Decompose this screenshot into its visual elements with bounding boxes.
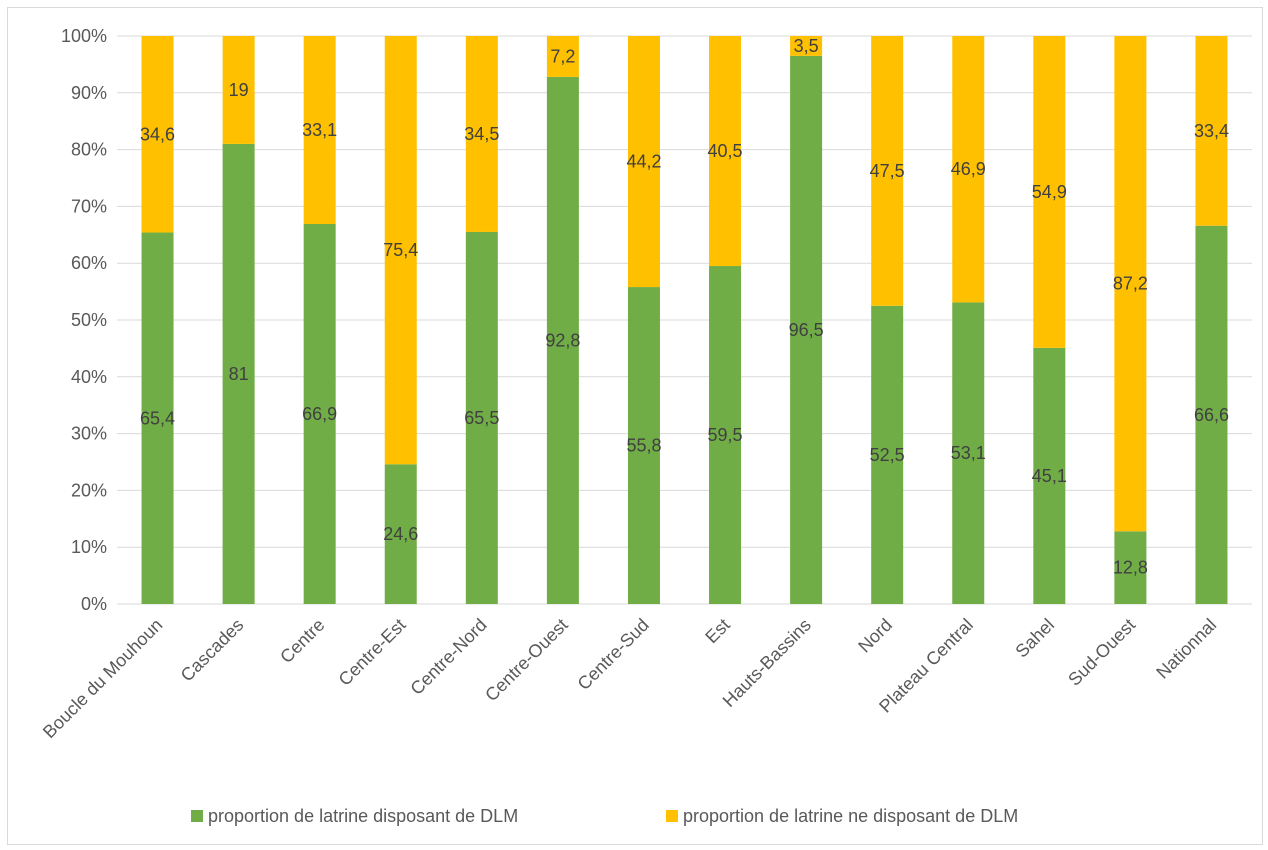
y-tick-label: 80%	[71, 140, 107, 160]
bar-segment	[952, 36, 985, 303]
legend-swatch	[191, 810, 203, 822]
bar-segment	[709, 266, 742, 604]
data-label: 52,5	[870, 445, 905, 465]
bar-segment	[546, 76, 579, 605]
bar-segment	[384, 36, 417, 465]
bar-segment	[952, 302, 985, 604]
bar-segment	[303, 224, 336, 604]
data-label: 96,5	[789, 320, 824, 340]
bar-segment	[303, 36, 336, 225]
x-tick-label: Centre-Est	[335, 615, 410, 690]
data-label: 65,5	[464, 408, 499, 428]
data-label: 19	[229, 80, 249, 100]
y-tick-label: 70%	[71, 196, 107, 216]
bar-segment	[1114, 36, 1147, 532]
data-label: 66,6	[1194, 405, 1229, 425]
bar-segment	[222, 143, 255, 605]
x-tick-label: Centre-Nord	[406, 615, 490, 699]
bar-segment	[627, 36, 660, 288]
x-tick-label: Nord	[854, 615, 896, 657]
bar-segment	[1195, 36, 1228, 226]
x-tick-label: Centre-Sud	[574, 615, 653, 694]
data-label: 12,8	[1113, 558, 1148, 578]
x-tick-label: Est	[701, 615, 734, 648]
bar-segment	[141, 36, 174, 233]
x-tick-label: Sud-Ouest	[1064, 615, 1139, 690]
y-tick-label: 40%	[71, 367, 107, 387]
y-tick-label: 60%	[71, 253, 107, 273]
y-tick-label: 100%	[61, 26, 107, 46]
data-label: 81	[229, 364, 249, 384]
bar-segment	[709, 36, 742, 267]
x-tick-label: Boucle du Mouhoun	[39, 615, 166, 742]
y-tick-label: 50%	[71, 310, 107, 330]
bar-segment	[790, 36, 823, 56]
legend-swatch	[666, 810, 678, 822]
data-label: 7,2	[550, 46, 575, 66]
data-label: 45,1	[1032, 466, 1067, 486]
data-label: 54,9	[1032, 182, 1067, 202]
x-tick-label: Sahel	[1011, 615, 1058, 662]
x-tick-label: Centre-Ouest	[481, 615, 572, 706]
legend-label: proportion de latrine ne disposant de DL…	[683, 806, 1018, 826]
data-label: 53,1	[951, 443, 986, 463]
y-tick-label: 30%	[71, 424, 107, 444]
bar-segment	[141, 232, 174, 604]
data-label: 55,8	[626, 436, 661, 456]
bar-segment	[465, 231, 498, 604]
y-tick-label: 90%	[71, 83, 107, 103]
bar-segment	[871, 36, 904, 306]
y-tick-label: 0%	[81, 594, 107, 614]
bar-segment	[790, 55, 823, 604]
legend-label: proportion de latrine disposant de DLM	[208, 806, 518, 826]
data-label: 47,5	[870, 161, 905, 181]
x-tick-label: Nationnal	[1152, 615, 1220, 683]
data-label: 46,9	[951, 159, 986, 179]
data-label: 66,9	[302, 404, 337, 424]
y-tick-label: 10%	[71, 537, 107, 557]
bar-segment	[627, 287, 660, 604]
bar-segment	[871, 305, 904, 604]
bar-segment	[222, 36, 255, 144]
data-label: 65,4	[140, 408, 175, 428]
data-label: 44,2	[626, 152, 661, 172]
bar-segment	[465, 36, 498, 232]
data-label: 75,4	[383, 240, 418, 260]
data-label: 34,6	[140, 124, 175, 144]
data-label: 3,5	[794, 36, 819, 56]
bar-segment	[1195, 225, 1228, 604]
x-tick-label: Cascades	[177, 615, 248, 686]
y-tick-label: 20%	[71, 480, 107, 500]
data-label: 24,6	[383, 524, 418, 544]
data-label: 33,4	[1194, 121, 1229, 141]
bar-segment	[1114, 531, 1147, 604]
data-label: 59,5	[708, 425, 743, 445]
data-label: 34,5	[464, 124, 499, 144]
bar-segment	[1033, 347, 1066, 604]
bar-segment	[546, 36, 579, 77]
bar-segment	[384, 464, 417, 604]
data-label: 33,1	[302, 120, 337, 140]
data-label: 40,5	[708, 141, 743, 161]
data-label: 92,8	[545, 330, 580, 350]
data-label: 87,2	[1113, 274, 1148, 294]
x-tick-label: Centre	[276, 615, 328, 667]
bar-segment	[1033, 36, 1066, 348]
